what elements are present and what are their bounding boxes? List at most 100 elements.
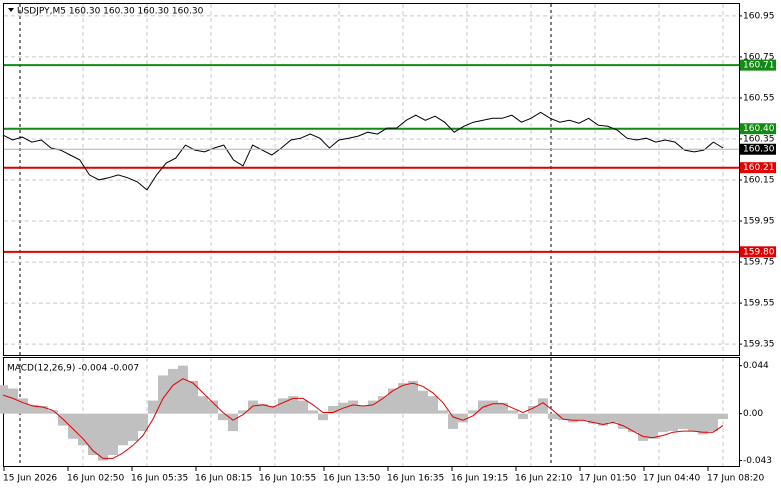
macd-bar [278,398,288,414]
level-label: 159.80 [743,247,775,257]
macd-bar [448,413,458,429]
macd-bar [558,413,568,421]
y-tick-label: 160.95 [743,11,775,21]
macd-bar [8,388,18,414]
macd-bar [408,380,418,414]
current-price-label: 160.30 [743,145,775,155]
macd-bar [0,385,8,414]
macd-bar [208,400,218,414]
macd-bar [568,413,578,423]
macd-bar [468,410,478,414]
macd-bar [228,413,238,432]
macd-bar [258,403,268,414]
macd-bar [308,410,318,414]
y-tick-label: -0.043 [743,456,772,466]
macd-bar [508,410,518,414]
macd-bar [78,413,88,446]
price-panel [3,3,740,356]
macd-bar [678,413,688,429]
x-tick-label: 16 Jun 16:35 [387,474,444,484]
macd-bar [618,413,628,429]
macd-bar [398,383,408,414]
macd-bar [588,413,598,424]
macd-bar [698,413,708,435]
y-tick-label: 159.75 [743,258,775,268]
macd-bar [238,410,248,414]
macd-bar [18,398,28,414]
macd-title: MACD(12,26,9) -0.004 -0.007 [7,364,139,374]
level-tag [740,123,776,135]
level-tag [740,59,776,71]
macd-bar [38,406,48,414]
macd-bar [138,413,148,432]
y-tick-label: 160.15 [743,176,775,186]
macd-bar [638,413,648,441]
macd-bar [438,410,448,414]
macd-bar [718,413,728,420]
x-tick-label: 15 Jun 2026 [3,474,57,484]
y-tick-label: 159.55 [743,299,775,309]
y-tick-label: 159.35 [743,340,775,350]
macd-bar [318,413,328,421]
x-tick-label: 16 Jun 10:55 [259,474,316,484]
macd-bar [658,413,668,433]
macd-bar [388,388,398,414]
macd-bar [348,400,358,414]
macd-bar [518,413,528,420]
macd-bar [88,413,98,456]
macd-bar [648,413,658,439]
y-tick-label: 160.75 [743,52,775,62]
level-label: 160.71 [743,61,775,71]
macd-bar [608,413,618,423]
macd-bar [148,400,158,414]
x-tick-label: 17 Jun 04:40 [643,474,700,484]
macd-bar [218,413,228,421]
y-tick-label: 160.35 [743,134,775,144]
macd-bar [548,413,558,420]
macd-bar [428,396,438,414]
macd-bar [188,380,198,414]
macd-bar [68,413,78,439]
x-tick-label: 16 Jun 08:15 [195,474,252,484]
macd-bar [48,410,58,414]
macd-bar [418,390,428,414]
y-tick-label: 160.55 [743,93,775,103]
macd-bar [118,413,128,446]
macd-bar [328,406,338,414]
macd-bar [528,406,538,414]
level-tag [740,246,776,258]
macd-bar [358,406,368,414]
macd-bar [98,413,108,461]
macd-bar [378,396,388,414]
x-tick-label: 16 Jun 02:50 [67,474,124,484]
level-label: 160.21 [743,163,775,173]
macd-bar [168,368,178,414]
macd-bar [198,396,208,414]
macd-bar [108,413,118,456]
signal-line [2,378,724,459]
x-tick-label: 16 Jun 19:15 [451,474,508,484]
macd-bar [458,413,468,423]
x-tick-label: 17 Jun 08:20 [707,474,764,484]
y-tick-label: 159.95 [743,217,775,227]
macd-bar [158,375,168,414]
macd-bar [128,413,138,441]
macd-bar [668,413,678,432]
macd-bar [488,400,498,414]
plot-layer: 15 Jun 2026 16 Jun 02:50 16 Jun 05:35 16 Ju… [0,4,776,484]
current-price-tag [740,143,776,155]
macd-bar [248,400,258,414]
level-tag [740,162,776,174]
level-label: 160.40 [743,124,775,134]
x-tick-label: 16 Jun 22:10 [515,474,572,484]
macd-bar [368,400,378,414]
macd-bar [498,402,508,414]
menu-arrow [8,8,14,12]
macd-bar [178,365,188,414]
macd-bar [288,396,298,414]
macd-bar [628,413,638,433]
macd-bar [538,398,548,414]
x-tick-label: 16 Jun 05:35 [131,474,188,484]
macd-bar [578,413,588,421]
